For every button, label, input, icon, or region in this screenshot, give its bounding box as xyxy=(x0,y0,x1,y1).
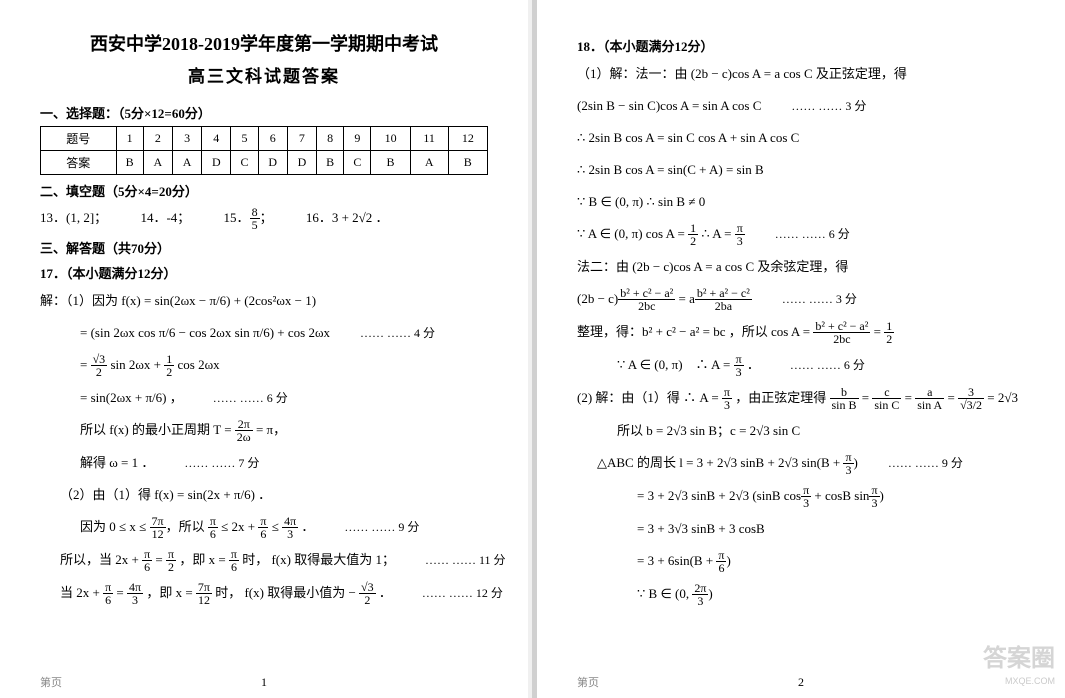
page-2: 18．（本小题满分12分） （1）解：法一：由 (2b − c)cos A = … xyxy=(537,0,1065,698)
q16: 16．3 + 2√2 ． xyxy=(306,207,389,226)
q18-line: (2) 解：由（1）得 ∴ A = π3 ，由正弦定理得 bsin B = cs… xyxy=(577,385,1025,412)
q18-line: (2sin B − sin C)cos A = sin A cos C…… ……… xyxy=(577,93,1025,119)
q18-line: 法二：由 (2b − c)cos A = a cos C 及余弦定理，得 xyxy=(577,254,1025,280)
q18-line: = 3 + 2√3 sinB + 2√3 (sinB cosπ3 + cosB … xyxy=(637,483,1025,510)
q18-line: 整理，得：b² + c² − a² = bc ，所以 cos A = b² + … xyxy=(577,319,1025,346)
q18-line: △ABC 的周长 l = 3 + 2√3 sinB + 2√3 sin(B + … xyxy=(597,450,1025,477)
q18-line: = 3 + 3√3 sinB + 3 cosB xyxy=(637,516,1025,542)
q18-line: （1）解：法一：由 (2b − c)cos A = a cos C 及正弦定理，… xyxy=(577,61,1025,87)
title-main: 西安中学2018-2019学年度第一学期期中考试 xyxy=(40,30,488,56)
section2-header: 二、填空题（5分×4=20分） xyxy=(40,181,488,200)
q18-line: = 3 + 6sin(B + π6) xyxy=(637,548,1025,575)
table-row: 题号 1 2 3 4 5 6 7 8 9 10 11 12 xyxy=(41,127,488,151)
q18-line: ∵ B ∈ (0, π) ∴ sin B ≠ 0 xyxy=(577,189,1025,215)
q17-line: 所以，当 2x + π6 = π2 ，即 x = π6 时， f(x) 取得最大… xyxy=(60,547,488,574)
fill-blank-row: 13．(1, 2]； 14．-4； 15．85； 16．3 + 2√2 ． xyxy=(40,206,488,232)
q17-line: 所以 f(x) 的最小正周期 T = 2π2ω = π， xyxy=(80,417,488,444)
section1-header: 一、选择题：（5分×12=60分） xyxy=(40,103,488,122)
q18-line: ∵ B ∈ (0, 2π3) xyxy=(637,581,1025,608)
q18-line: ∵ A ∈ (0, π) cos A = 12 ∴ A = π3…… …… 6 … xyxy=(577,221,1025,248)
page-number: 2 xyxy=(537,675,1065,690)
q17-line: 因为 0 ≤ x ≤ 7π12，所以 π6 ≤ 2x + π6 ≤ 4π3 ．…… xyxy=(80,514,488,541)
q17-line: 解：（1）因为 f(x) = sin(2ωx − π/6) + (2cos²ωx… xyxy=(40,288,488,314)
page-number: 1 xyxy=(0,675,528,690)
q14: 14．-4； xyxy=(140,207,190,226)
q17-line: = sin(2ωx + π/6) ，…… …… 6 分 xyxy=(80,385,488,411)
q17-header: 17．（本小题满分12分） xyxy=(40,263,488,282)
page-1: 西安中学2018-2019学年度第一学期期中考试 高三文科试题答案 一、选择题：… xyxy=(0,0,528,698)
row-label: 答案 xyxy=(41,151,117,175)
row-label: 题号 xyxy=(41,127,117,151)
q18-header: 18．（本小题满分12分） xyxy=(577,36,1025,55)
table-row: 答案 B A A D C D D B C B A B xyxy=(41,151,488,175)
q17-line: （2）由（1）得 f(x) = sin(2x + π/6) ． xyxy=(60,482,488,508)
q18-line: 所以 b = 2√3 sin B；c = 2√3 sin C xyxy=(617,418,1025,444)
watermark-url: MXQE.COM xyxy=(1005,676,1055,686)
q17-line: 当 2x + π6 = 4π3 ，即 x = 7π12 时， f(x) 取得最小… xyxy=(60,580,488,607)
q17-line: 解得 ω = 1 ．…… …… 7 分 xyxy=(80,450,488,476)
section3-header: 三、解答题（共70分） xyxy=(40,238,488,257)
q18-line: ∴ 2sin B cos A = sin C cos A + sin A cos… xyxy=(577,125,1025,151)
q17-line: = √32 sin 2ωx + 12 cos 2ωx xyxy=(80,352,488,379)
q18-line: ∴ 2sin B cos A = sin(C + A) = sin B xyxy=(577,157,1025,183)
q15: 15．85； xyxy=(224,206,273,232)
q18-line: ∵ A ∈ (0, π) ∴ A = π3 ．…… …… 6 分 xyxy=(617,352,1025,379)
title-sub: 高三文科试题答案 xyxy=(40,62,488,87)
q18-line: (2b − c)b² + c² − a²2bc = ab² + a² − c²2… xyxy=(577,286,1025,313)
answer-table: 题号 1 2 3 4 5 6 7 8 9 10 11 12 答案 B A A D… xyxy=(40,126,488,175)
q17-line: = (sin 2ωx cos π/6 − cos 2ωx sin π/6) + … xyxy=(80,320,488,346)
watermark-text: 答案圈 xyxy=(983,638,1055,673)
q13: 13．(1, 2]； xyxy=(40,207,107,226)
